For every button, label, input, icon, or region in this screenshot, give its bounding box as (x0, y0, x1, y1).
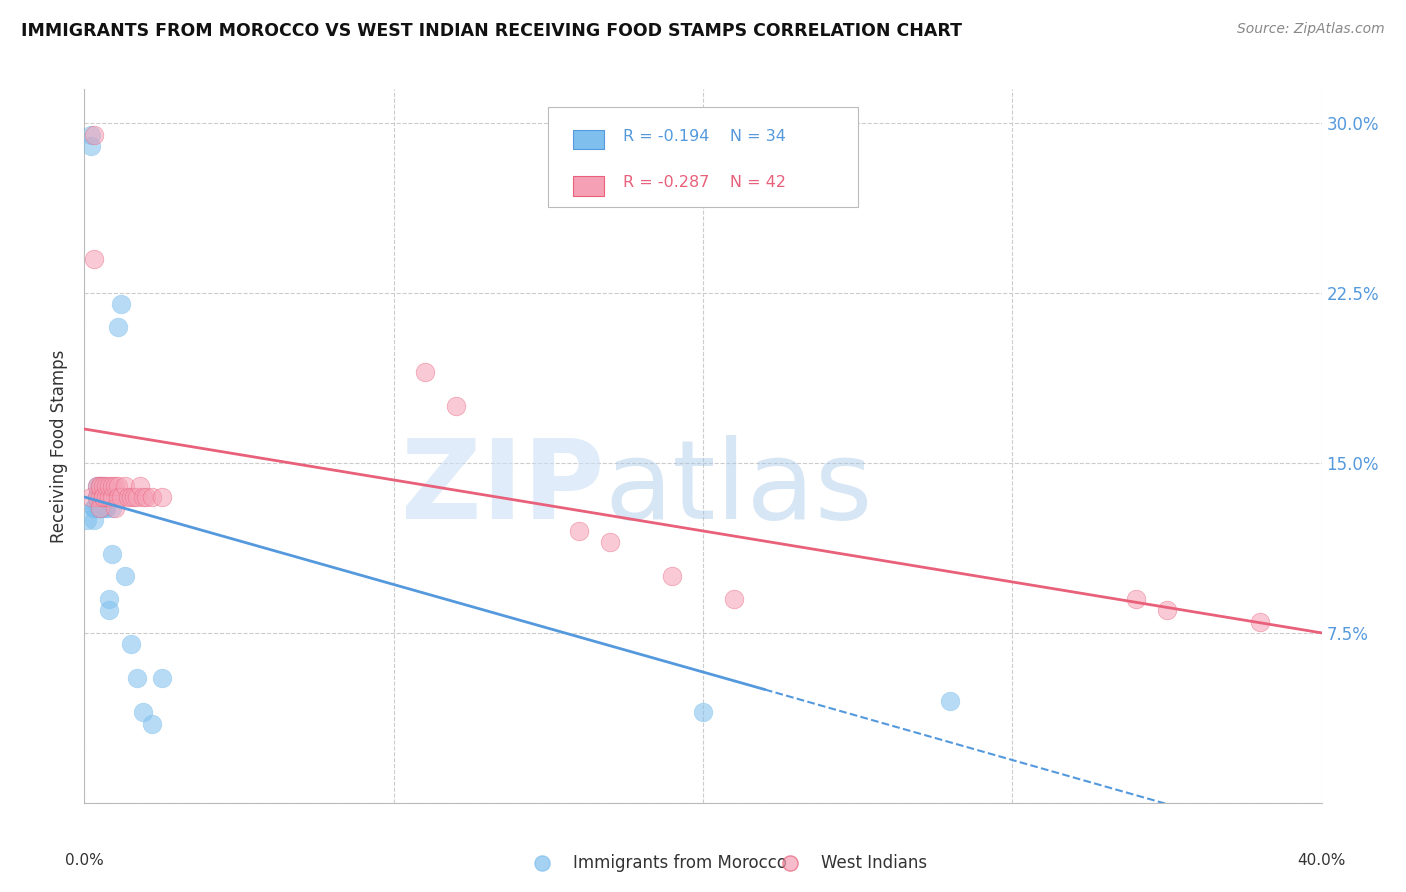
Point (104, 501, 127, 516)
Point (94, 490, 117, 504)
Text: R = -0.194    N = 34: R = -0.194 N = 34 (623, 129, 786, 145)
Text: atlas: atlas (605, 435, 873, 542)
Point (101, 490, 124, 504)
Point (107, 490, 129, 504)
Point (101, 478, 124, 492)
Point (89, 490, 111, 504)
Point (723, 591, 745, 606)
Point (1249, 615, 1271, 629)
Point (120, 490, 142, 504)
Point (83, 501, 105, 516)
Point (83, 513, 105, 527)
FancyBboxPatch shape (548, 107, 858, 207)
Point (413, 365, 436, 379)
Point (1156, 603, 1178, 617)
Point (1125, 591, 1147, 606)
Point (122, 490, 145, 504)
Point (141, 490, 163, 504)
Point (661, 569, 683, 583)
Point (692, 705, 714, 719)
Point (89, 501, 111, 516)
Point (86, 490, 108, 504)
Point (125, 490, 148, 504)
Point (89, 478, 111, 492)
Point (150, 671, 173, 685)
Point (83, 252, 105, 266)
Point (91, 478, 114, 492)
Text: Source: ZipAtlas.com: Source: ZipAtlas.com (1237, 22, 1385, 37)
Point (83, 128, 105, 142)
Text: IMMIGRANTS FROM MOROCCO VS WEST INDIAN RECEIVING FOOD STAMPS CORRELATION CHART: IMMIGRANTS FROM MOROCCO VS WEST INDIAN R… (21, 22, 962, 40)
Point (107, 320, 129, 334)
Point (91, 490, 114, 504)
Point (86, 490, 108, 504)
Point (141, 716, 163, 731)
Point (79, 128, 101, 142)
Point (94, 501, 117, 516)
Point (79, 490, 101, 504)
Point (98, 591, 121, 606)
Point (107, 478, 129, 492)
Point (939, 694, 962, 708)
Point (120, 637, 142, 651)
Text: ZIP: ZIP (401, 435, 605, 542)
Point (129, 478, 152, 492)
Point (91, 478, 114, 492)
Point (86, 478, 108, 492)
Point (79, 138, 101, 153)
Point (568, 524, 591, 538)
Point (132, 705, 155, 719)
Text: West Indians: West Indians (821, 855, 927, 872)
Point (94, 478, 117, 492)
Point (117, 490, 139, 504)
Point (104, 490, 127, 504)
Point (98, 478, 121, 492)
Point (104, 478, 127, 492)
Point (132, 490, 155, 504)
Point (89, 478, 111, 492)
Point (98, 490, 121, 504)
Point (114, 478, 136, 492)
Point (599, 535, 621, 549)
Y-axis label: Receiving Food Stamps: Receiving Food Stamps (51, 350, 69, 542)
Text: Immigrants from Morocco: Immigrants from Morocco (574, 855, 787, 872)
Point (101, 501, 124, 516)
Point (94, 501, 117, 516)
Point (444, 400, 467, 414)
Point (86, 478, 108, 492)
Point (150, 490, 173, 504)
Point (110, 490, 132, 504)
Point (86, 490, 108, 504)
Point (98, 603, 121, 617)
Point (125, 671, 148, 685)
Point (83, 501, 105, 516)
Point (91, 501, 114, 516)
Point (110, 297, 132, 311)
Point (91, 490, 114, 504)
Point (101, 547, 124, 561)
Point (135, 490, 157, 504)
FancyBboxPatch shape (574, 177, 605, 196)
Point (86, 501, 108, 516)
Point (76, 513, 98, 527)
Text: R = -0.287    N = 42: R = -0.287 N = 42 (623, 176, 786, 191)
Text: 40.0%: 40.0% (1298, 853, 1346, 868)
Point (91, 490, 114, 504)
FancyBboxPatch shape (574, 130, 605, 150)
Point (89, 478, 111, 492)
Point (89, 501, 111, 516)
Point (83, 501, 105, 516)
Point (89, 501, 111, 516)
Point (114, 569, 136, 583)
Text: 0.0%: 0.0% (65, 853, 104, 868)
